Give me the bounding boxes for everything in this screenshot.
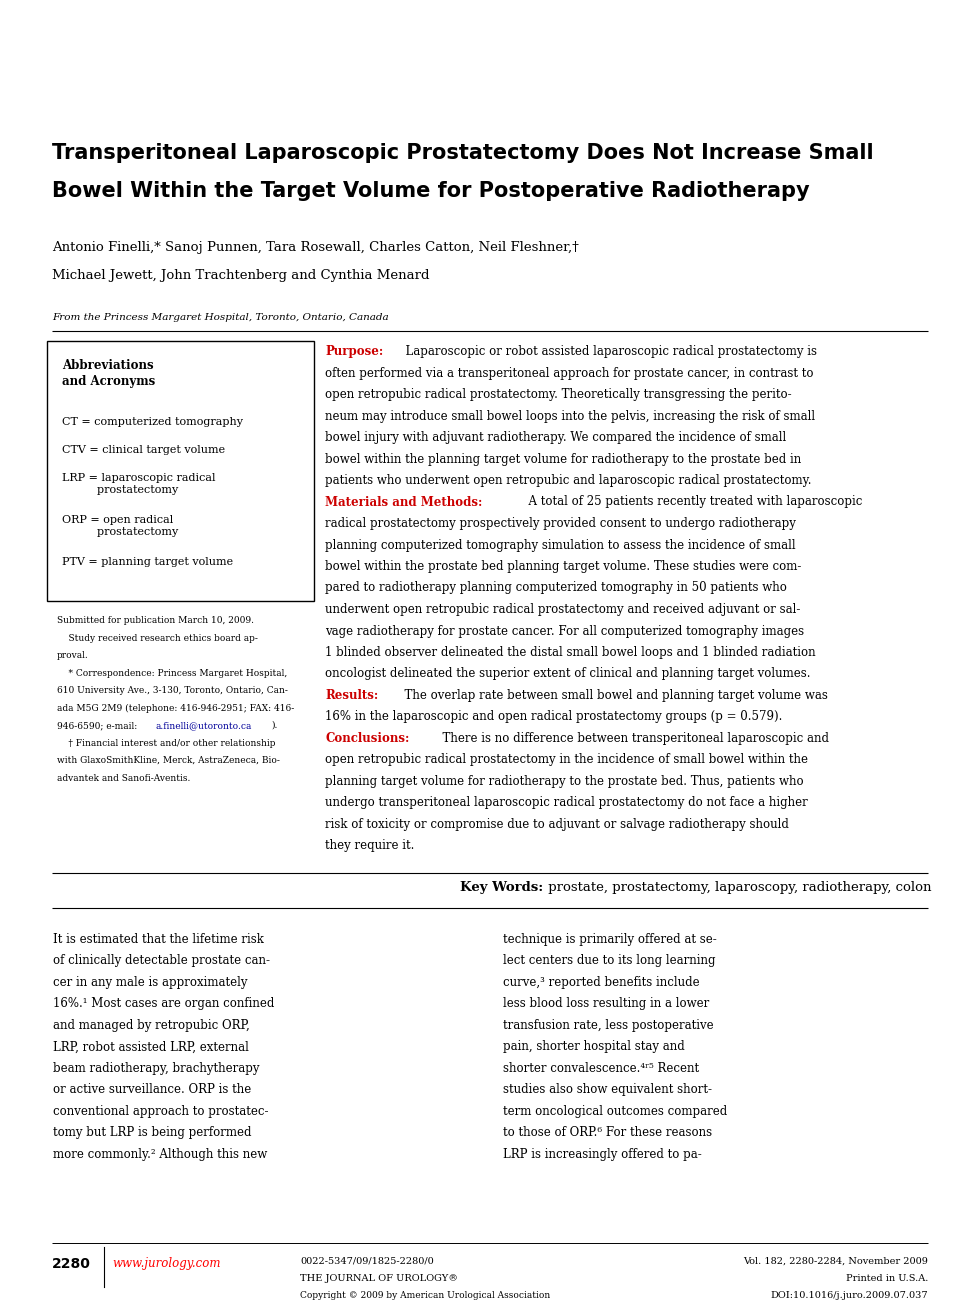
Text: 16% in the laparoscopic and open radical prostatectomy groups (p = 0.579).: 16% in the laparoscopic and open radical… (325, 710, 782, 723)
Text: planning computerized tomography simulation to assess the incidence of small: planning computerized tomography simulat… (325, 539, 796, 552)
Text: www.jurology.com: www.jurology.com (112, 1257, 220, 1270)
Text: From the Princess Margaret Hospital, Toronto, Ontario, Canada: From the Princess Margaret Hospital, Tor… (52, 313, 389, 322)
Text: more commonly.² Although this new: more commonly.² Although this new (53, 1148, 267, 1161)
Text: Copyright © 2009 by American Urological Association: Copyright © 2009 by American Urological … (300, 1291, 550, 1300)
Text: of clinically detectable prostate can-: of clinically detectable prostate can- (53, 954, 270, 967)
Text: open retropubic radical prostatectomy. Theoretically transgressing the perito-: open retropubic radical prostatectomy. T… (325, 388, 792, 401)
Text: neum may introduce small bowel loops into the pelvis, increasing the risk of sma: neum may introduce small bowel loops int… (325, 410, 815, 423)
Text: Purpose:: Purpose: (325, 345, 383, 358)
Text: Bowel Within the Target Volume for Postoperative Radiotherapy: Bowel Within the Target Volume for Posto… (52, 181, 809, 201)
Text: LRP is increasingly offered to pa-: LRP is increasingly offered to pa- (502, 1148, 701, 1161)
Text: transfusion rate, less postoperative: transfusion rate, less postoperative (502, 1019, 713, 1032)
Text: beam radiotherapy, brachytherapy: beam radiotherapy, brachytherapy (53, 1062, 259, 1075)
Text: ORP = open radical
          prostatectomy: ORP = open radical prostatectomy (62, 515, 178, 536)
Text: tomy but LRP is being performed: tomy but LRP is being performed (53, 1126, 252, 1139)
Text: conventional approach to prostatec-: conventional approach to prostatec- (53, 1105, 268, 1118)
Text: prostate, prostatectomy, laparoscopy, radiotherapy, colon: prostate, prostatectomy, laparoscopy, ra… (544, 881, 931, 894)
Text: Laparoscopic or robot assisted laparoscopic radical prostatectomy is: Laparoscopic or robot assisted laparosco… (398, 345, 817, 358)
Text: 0022-5347/09/1825-2280/0: 0022-5347/09/1825-2280/0 (300, 1257, 434, 1266)
Text: radical prostatectomy prospectively provided consent to undergo radiotherapy: radical prostatectomy prospectively prov… (325, 517, 796, 530)
Text: oncologist delineated the superior extent of clinical and planning target volume: oncologist delineated the superior exten… (325, 667, 810, 680)
Text: Transperitoneal Laparoscopic Prostatectomy Does Not Increase Small: Transperitoneal Laparoscopic Prostatecto… (52, 144, 874, 163)
Text: It is estimated that the lifetime risk: It is estimated that the lifetime risk (53, 933, 264, 946)
Text: they require it.: they require it. (325, 839, 414, 852)
Text: bowel injury with adjuvant radiotherapy. We compared the incidence of small: bowel injury with adjuvant radiotherapy.… (325, 431, 786, 444)
Text: Conclusions:: Conclusions: (325, 732, 410, 745)
Text: † Financial interest and/or other relationship: † Financial interest and/or other relati… (57, 739, 276, 748)
Text: A total of 25 patients recently treated with laparoscopic: A total of 25 patients recently treated … (521, 496, 862, 509)
Text: 946-6590; e-mail:: 946-6590; e-mail: (57, 720, 140, 729)
Text: 610 University Ave., 3-130, Toronto, Ontario, Can-: 610 University Ave., 3-130, Toronto, Ont… (57, 686, 288, 696)
Bar (47, 341, 314, 602)
Text: ).: ). (271, 720, 278, 729)
Text: ada M5G 2M9 (telephone: 416-946-2951; FAX: 416-: ada M5G 2M9 (telephone: 416-946-2951; FA… (57, 703, 294, 713)
Text: proval.: proval. (57, 651, 89, 660)
Text: 1 blinded observer delineated the distal small bowel loops and 1 blinded radiati: 1 blinded observer delineated the distal… (325, 646, 816, 659)
Text: Submitted for publication March 10, 2009.: Submitted for publication March 10, 2009… (57, 616, 254, 625)
Text: open retropubic radical prostatectomy in the incidence of small bowel within the: open retropubic radical prostatectomy in… (325, 753, 808, 766)
Text: with GlaxoSmithKline, Merck, AstraZeneca, Bio-: with GlaxoSmithKline, Merck, AstraZeneca… (57, 756, 280, 765)
Text: THE JOURNAL OF UROLOGY®: THE JOURNAL OF UROLOGY® (300, 1274, 458, 1283)
Text: vage radiotherapy for prostate cancer. For all computerized tomography images: vage radiotherapy for prostate cancer. F… (325, 625, 804, 638)
Text: risk of toxicity or compromise due to adjuvant or salvage radiotherapy should: risk of toxicity or compromise due to ad… (325, 818, 789, 831)
Text: shorter convalescence.⁴ʳ⁵ Recent: shorter convalescence.⁴ʳ⁵ Recent (502, 1062, 699, 1075)
Text: and managed by retropubic ORP,: and managed by retropubic ORP, (53, 1019, 250, 1032)
Text: Printed in U.S.A.: Printed in U.S.A. (845, 1274, 928, 1283)
Text: underwent open retropubic radical prostatectomy and received adjuvant or sal-: underwent open retropubic radical prosta… (325, 603, 800, 616)
Text: LRP = laparoscopic radical
          prostatectomy: LRP = laparoscopic radical prostatectomy (62, 472, 215, 495)
Text: pain, shorter hospital stay and: pain, shorter hospital stay and (502, 1040, 684, 1053)
Text: Study received research ethics board ap-: Study received research ethics board ap- (57, 633, 257, 642)
Text: Michael Jewett, John Trachtenberg and Cynthia Menard: Michael Jewett, John Trachtenberg and Cy… (52, 269, 430, 282)
Text: cer in any male is approximately: cer in any male is approximately (53, 976, 248, 989)
Text: technique is primarily offered at se-: technique is primarily offered at se- (502, 933, 717, 946)
Text: Vol. 182, 2280-2284, November 2009: Vol. 182, 2280-2284, November 2009 (743, 1257, 928, 1266)
Text: term oncological outcomes compared: term oncological outcomes compared (502, 1105, 726, 1118)
Text: to those of ORP.⁶ For these reasons: to those of ORP.⁶ For these reasons (502, 1126, 712, 1139)
Text: PTV = planning target volume: PTV = planning target volume (62, 557, 233, 566)
Text: 16%.¹ Most cases are organ confined: 16%.¹ Most cases are organ confined (53, 997, 274, 1010)
Text: patients who underwent open retropubic and laparoscopic radical prostatectomy.: patients who underwent open retropubic a… (325, 474, 811, 487)
Text: Key Words:: Key Words: (460, 881, 543, 894)
Text: planning target volume for radiotherapy to the prostate bed. Thus, patients who: planning target volume for radiotherapy … (325, 775, 803, 788)
Text: Antonio Finelli,* Sanoj Punnen, Tara Rosewall, Charles Catton, Neil Fleshner,†: Antonio Finelli,* Sanoj Punnen, Tara Ros… (52, 241, 579, 254)
Text: studies also show equivalent short-: studies also show equivalent short- (502, 1083, 712, 1096)
Text: often performed via a transperitoneal approach for prostate cancer, in contrast : often performed via a transperitoneal ap… (325, 367, 813, 380)
Text: Results:: Results: (325, 689, 378, 702)
Text: curve,³ reported benefits include: curve,³ reported benefits include (502, 976, 699, 989)
Text: 2280: 2280 (52, 1257, 91, 1271)
Text: There is no difference between transperitoneal laparoscopic and: There is no difference between transperi… (435, 732, 829, 745)
Text: Abbreviations
and Acronyms: Abbreviations and Acronyms (62, 359, 155, 388)
Text: Materials and Methods:: Materials and Methods: (325, 496, 483, 509)
Text: bowel within the prostate bed planning target volume. These studies were com-: bowel within the prostate bed planning t… (325, 560, 801, 573)
Text: a.finelli@utoronto.ca: a.finelli@utoronto.ca (156, 720, 253, 729)
Text: DOI:10.1016/j.juro.2009.07.037: DOI:10.1016/j.juro.2009.07.037 (770, 1291, 928, 1300)
Text: * Correspondence: Princess Margaret Hospital,: * Correspondence: Princess Margaret Hosp… (57, 668, 288, 677)
Text: CTV = clinical target volume: CTV = clinical target volume (62, 445, 225, 455)
Text: or active surveillance. ORP is the: or active surveillance. ORP is the (53, 1083, 252, 1096)
Text: pared to radiotherapy planning computerized tomography in 50 patients who: pared to radiotherapy planning computeri… (325, 582, 787, 595)
Text: advantek and Sanofi-Aventis.: advantek and Sanofi-Aventis. (57, 774, 190, 783)
Text: LRP, robot assisted LRP, external: LRP, robot assisted LRP, external (53, 1040, 249, 1053)
Text: CT = computerized tomography: CT = computerized tomography (62, 418, 243, 427)
Text: undergo transperitoneal laparoscopic radical prostatectomy do not face a higher: undergo transperitoneal laparoscopic rad… (325, 796, 807, 809)
Text: lect centers due to its long learning: lect centers due to its long learning (502, 954, 715, 967)
Text: less blood loss resulting in a lower: less blood loss resulting in a lower (502, 997, 709, 1010)
Text: The overlap rate between small bowel and planning target volume was: The overlap rate between small bowel and… (397, 689, 828, 702)
Text: bowel within the planning target volume for radiotherapy to the prostate bed in: bowel within the planning target volume … (325, 453, 801, 466)
